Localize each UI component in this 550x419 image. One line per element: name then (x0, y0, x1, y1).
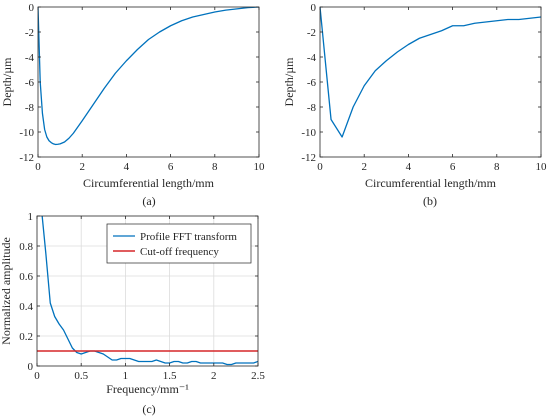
chart-c: 0 0.5 1 1.5 2 2.500.20.40.60.81Frequency/mm⁻¹… (0, 211, 265, 396)
x-tick-label-2: 4 (124, 161, 130, 173)
x-tick-label-4: 2 (211, 370, 217, 382)
y-tick-label-5: -2 (25, 27, 34, 39)
legend-label-2: Cut-off frequency (140, 246, 219, 258)
y-tick-label-1: 0.2 (19, 331, 33, 343)
y-tick-label-0: -12 (19, 152, 34, 164)
y-tick-label-6: 0 (29, 2, 35, 14)
y-tick-label-1: -10 (301, 127, 316, 139)
chart-b: 0 2 4 6 8 10 -12 -10 -8 -6 -4 -2 0 Circumferential le… (282, 2, 547, 190)
series-line-1 (38, 7, 259, 146)
x-tick-label-1: 2 (361, 161, 367, 173)
x-tick-label-2: 1 (123, 370, 129, 382)
legend: Profile FFT transform Cut-off frequency (106, 223, 252, 264)
x-tick-label-3: 6 (168, 161, 174, 173)
x-tick-label-4: 8 (494, 161, 500, 173)
x-tick-label-1: 0.5 (74, 370, 88, 382)
legend-box (106, 223, 252, 264)
y-tick-label-0: 0 (28, 361, 34, 373)
y-tick-label-4: -4 (307, 52, 317, 64)
x-tick-label-5: 2.5 (251, 370, 265, 382)
y-tick-label-2: -8 (25, 102, 35, 114)
y-tick-label-5: -2 (307, 27, 316, 39)
y-axis-label: Normalized amplitude (0, 237, 13, 345)
panel-label-b: (b) (423, 194, 437, 208)
y-tick-label-0: -12 (301, 152, 316, 164)
x-axis-label: Circumferential length/mm (365, 176, 497, 190)
x-tick-label-0: 0 (317, 161, 323, 173)
x-tick-label-1: 2 (79, 161, 85, 173)
panel-label-a: (a) (142, 194, 155, 208)
x-tick-label-2: 4 (406, 161, 412, 173)
x-axis-label: Frequency/mm⁻¹ (106, 382, 189, 396)
axes-frame (319, 6, 542, 158)
y-tick-label-3: -6 (25, 77, 35, 89)
x-tick-label-3: 1.5 (163, 370, 177, 382)
panel-label-c: (c) (142, 402, 155, 416)
chart-a: 0 2 4 6 8 10 -12 -10 -8 -6 -4 -2 0 Circumferential le… (0, 2, 265, 190)
x-tick-label-4: 8 (212, 161, 218, 173)
y-tick-label-3: -6 (307, 77, 317, 89)
y-tick-label-3: 0.6 (19, 271, 33, 283)
legend-label-1: Profile FFT transform (140, 231, 237, 243)
x-tick-label-5: 10 (254, 161, 266, 173)
x-tick-label-0: 0 (34, 370, 40, 382)
y-tick-label-4: -4 (25, 52, 35, 64)
axes-frame (36, 215, 259, 367)
y-tick-label-2: -8 (307, 102, 317, 114)
y-tick-label-5: 1 (28, 211, 34, 223)
axes-frame (37, 6, 260, 158)
y-tick-label-4: 0.8 (19, 241, 33, 253)
x-tick-label-3: 6 (450, 161, 456, 173)
y-tick-label-6: 0 (311, 2, 317, 14)
y-tick-label-2: 0.4 (19, 301, 33, 313)
y-axis-label: Depth/µm (282, 57, 296, 107)
series-line-1 (41, 216, 258, 366)
x-tick-label-5: 10 (536, 161, 548, 173)
y-tick-label-1: -10 (19, 127, 34, 139)
x-tick-label-0: 0 (35, 161, 41, 173)
y-axis-label: Depth/µm (0, 57, 14, 107)
series-line-1 (320, 7, 541, 138)
x-axis-label: Circumferential length/mm (83, 176, 215, 190)
